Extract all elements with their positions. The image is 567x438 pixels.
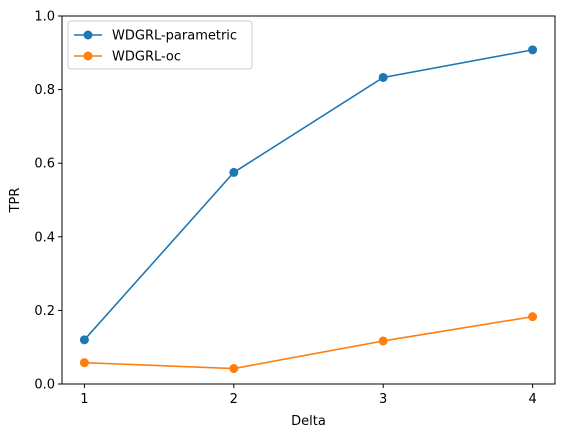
data-point-wdgrl-parametric [79,335,89,345]
x-tick-label: 3 [379,392,387,407]
x-tick-label: 1 [80,392,88,407]
data-point-wdgrl-parametric [378,72,388,82]
legend-box [67,20,253,70]
data-point-wdgrl-parametric [229,167,239,177]
y-tick-label: 0.6 [34,157,55,172]
y-tick-label: 0.4 [34,230,55,245]
x-axis-label: Delta [291,414,326,429]
data-point-wdgrl-oc [378,336,388,346]
legend-marker [83,30,93,40]
series-line-wdgrl-oc [84,315,533,370]
data-point-wdgrl-oc [79,358,89,368]
y-tick-label: 0.8 [34,83,55,98]
x-tick-label: 2 [230,392,238,407]
ticks-layer: 1 2 3 4 0.0 0.2 0.4 0.6 0.8 1.0 [34,10,536,408]
y-axis-label: TPR [8,188,23,214]
legend-label: WDGRL-oc [112,50,181,65]
series-line-wdgrl-parametric [83,49,533,341]
legend-label: WDGRL-parametric [112,29,237,44]
data-point-wdgrl-oc [229,364,239,374]
series-layer [79,45,538,374]
plot-frame [61,15,556,385]
legend-marker [83,51,93,61]
data-point-wdgrl-parametric [528,45,538,55]
data-point-wdgrl-oc [528,312,538,322]
y-tick-label: 1.0 [34,10,55,25]
legend: WDGRL-parametric WDGRL-oc [67,20,253,70]
y-tick-label: 0.0 [34,378,55,393]
x-tick-label: 4 [528,392,536,407]
y-tick-label: 0.2 [34,304,55,319]
